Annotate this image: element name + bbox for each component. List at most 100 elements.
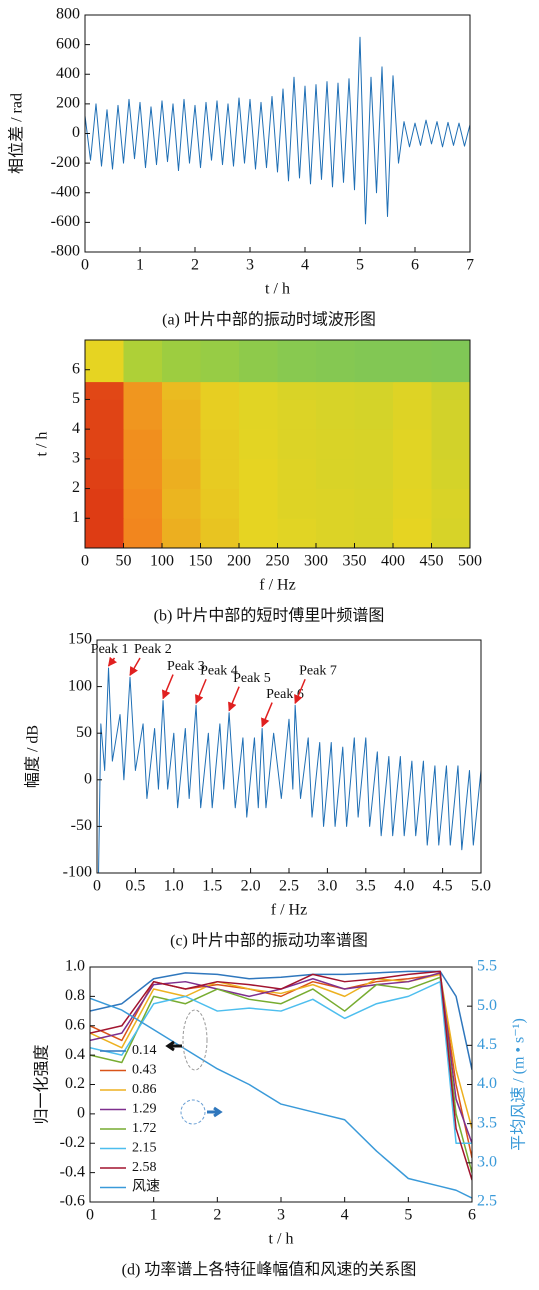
y-tick-label: 200	[56, 95, 80, 112]
heat-cell	[239, 488, 278, 519]
heat-cell	[239, 429, 278, 460]
y2-tick-label: 3.5	[477, 1114, 497, 1131]
heat-cell	[123, 340, 163, 383]
heat-cell	[431, 458, 470, 490]
y2-tick-label: 5.5	[477, 958, 497, 975]
x-tick-label: 5	[356, 257, 364, 274]
heat-cell	[123, 488, 163, 519]
y-tick-label: 0	[72, 124, 80, 141]
y-tick-label: -50	[71, 817, 92, 834]
x-tick-label: 4.0	[394, 878, 414, 895]
heat-cell	[316, 340, 355, 383]
heat-cell	[239, 399, 278, 430]
y-tick-label: -100	[63, 864, 92, 881]
y-tick-label: 0.2	[65, 1075, 85, 1092]
heat-cell	[431, 518, 470, 548]
x-tick-label: 4	[341, 1207, 349, 1224]
heat-cell	[393, 518, 432, 548]
highlight-circle	[180, 1099, 206, 1125]
x-tick-label: 2.0	[241, 878, 261, 895]
heat-cell	[277, 458, 317, 490]
heat-cell	[162, 429, 201, 460]
y2-tick-label: 5.0	[477, 997, 497, 1014]
y2-tick-label: 3.0	[477, 1154, 497, 1171]
heat-cell	[85, 399, 124, 430]
x-tick-label: 0	[86, 1207, 94, 1224]
heat-cell	[431, 488, 470, 519]
y-axis-label: t / h	[34, 432, 51, 457]
x-tick-label: 100	[150, 553, 174, 570]
legend-label: 2.58	[132, 1160, 157, 1175]
x-tick-label: 200	[227, 553, 251, 570]
annotation-label: Peak 4	[200, 663, 238, 678]
heat-cell	[277, 340, 317, 383]
heat-cell	[431, 340, 470, 383]
annotation-label: Peak 5	[233, 671, 271, 686]
heat-cell	[393, 399, 432, 430]
x-tick-label: 6	[411, 257, 419, 274]
legend-label: 1.29	[132, 1102, 157, 1117]
heat-cell	[354, 429, 394, 460]
chart: 0 50 100 150 200 250 300 350 400 450 500 1 2 3 4 5 6 f / …	[34, 339, 482, 625]
heat-cell	[123, 399, 163, 430]
x-tick-label: 50	[116, 553, 132, 570]
heat-cell	[85, 458, 124, 490]
heat-cell	[277, 399, 317, 430]
x-axis-label: f / Hz	[259, 577, 295, 594]
heat-cell	[393, 340, 432, 383]
heat-cell	[162, 381, 201, 400]
x-tick-label: 0	[81, 553, 89, 570]
y-tick-label: 4	[72, 420, 80, 437]
annotation-label: Peak 2	[134, 642, 172, 657]
heat-cell	[162, 488, 201, 519]
heat-cell	[354, 488, 394, 519]
plot-area	[85, 36, 470, 225]
heat-cell	[277, 429, 317, 460]
heat-cell	[85, 488, 124, 519]
heat-cell	[162, 458, 201, 490]
heat-cell	[85, 381, 124, 400]
plot-area	[85, 340, 470, 548]
heat-cell	[200, 340, 240, 383]
heat-cell	[85, 518, 124, 548]
legend-label: 2.15	[132, 1141, 157, 1156]
plot-area	[98, 667, 481, 873]
heat-cell	[316, 458, 355, 490]
y2-tick-label: 4.0	[477, 1075, 497, 1092]
data-line	[90, 976, 472, 1173]
y-tick-label: 50	[76, 724, 92, 741]
legend-label: 1.72	[132, 1121, 157, 1136]
heat-cell	[354, 518, 394, 548]
caption: (c) 叶片中部的振动功率谱图	[170, 932, 368, 950]
x-tick-label: 3.0	[317, 878, 337, 895]
y-tick-label: -800	[51, 243, 80, 260]
y-tick-label: -600	[51, 213, 80, 230]
legend-label: 0.43	[132, 1063, 157, 1078]
heat-cell	[316, 488, 355, 519]
heat-cell	[316, 429, 355, 460]
heat-cell	[85, 340, 124, 383]
data-line	[90, 972, 472, 1144]
heat-cell	[85, 429, 124, 460]
heat-cell	[354, 399, 394, 430]
annotation-label: Peak 7	[299, 663, 337, 678]
heat-cell	[393, 429, 432, 460]
heat-cell	[316, 381, 355, 400]
heat-cell	[316, 518, 355, 548]
chart: 0.14 0.43 0.86 1.29 1.72 2.15 2.58 风速 0 1 2 3 4 5 6 -0.…	[33, 958, 528, 1279]
heat-cell	[393, 458, 432, 490]
y-tick-label: 0.6	[65, 1016, 85, 1033]
annotation-label: Peak 3	[167, 659, 205, 674]
y2-axis-label: 平均风速 / (m • s⁻¹)	[510, 1018, 528, 1151]
x-tick-label: 300	[304, 553, 328, 570]
x-tick-label: 6	[468, 1207, 476, 1224]
legend-label: 0.86	[132, 1082, 157, 1097]
x-tick-label: 2	[191, 257, 199, 274]
heat-cell	[393, 381, 432, 400]
annotation-label: Peak 1	[91, 642, 129, 657]
heat-cell	[393, 488, 432, 519]
x-tick-label: 3.5	[356, 878, 376, 895]
annotation-arrow	[195, 678, 207, 705]
